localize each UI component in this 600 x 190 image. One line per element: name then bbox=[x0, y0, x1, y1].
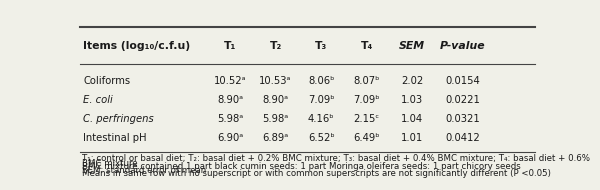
Text: Coliforms: Coliforms bbox=[83, 76, 130, 86]
Text: 2.15ᶜ: 2.15ᶜ bbox=[353, 114, 380, 124]
Text: Items (log₁₀/c.f.u): Items (log₁₀/c.f.u) bbox=[83, 41, 190, 51]
Text: 8.07ᵇ: 8.07ᵇ bbox=[353, 76, 380, 86]
Text: 7.09ᵇ: 7.09ᵇ bbox=[353, 95, 380, 105]
Text: 5.98ᵃ: 5.98ᵃ bbox=[217, 114, 243, 124]
Text: 0.0412: 0.0412 bbox=[445, 133, 480, 143]
Text: 8.90ᵃ: 8.90ᵃ bbox=[217, 95, 243, 105]
Text: BMC mixture: BMC mixture bbox=[82, 159, 137, 168]
Text: 1.01: 1.01 bbox=[401, 133, 424, 143]
Text: P-value: P-value bbox=[440, 41, 485, 51]
Text: 8.06ᵇ: 8.06ᵇ bbox=[308, 76, 334, 86]
Text: 1.04: 1.04 bbox=[401, 114, 424, 124]
Text: SEM: standard error of mean: SEM: standard error of mean bbox=[82, 166, 206, 175]
Text: T₁: control or basal diet; T₂: basal diet + 0.2% BMC mixture; T₃: basal diet + 0: T₁: control or basal diet; T₂: basal die… bbox=[82, 154, 590, 163]
Text: 8.90ᵃ: 8.90ᵃ bbox=[263, 95, 289, 105]
Text: 10.53ᵃ: 10.53ᵃ bbox=[259, 76, 292, 86]
Text: 10.52ᵃ: 10.52ᵃ bbox=[214, 76, 247, 86]
Text: C. perfringens: C. perfringens bbox=[83, 114, 154, 124]
Text: 0.0154: 0.0154 bbox=[445, 76, 480, 86]
Text: 6.90ᵃ: 6.90ᵃ bbox=[217, 133, 243, 143]
Text: 2.02: 2.02 bbox=[401, 76, 424, 86]
Text: E. coli: E. coli bbox=[83, 95, 113, 105]
Text: T₄: T₄ bbox=[361, 41, 373, 51]
Text: 5.98ᵃ: 5.98ᵃ bbox=[262, 114, 289, 124]
Text: 6.89ᵃ: 6.89ᵃ bbox=[262, 133, 289, 143]
Text: 0.0221: 0.0221 bbox=[445, 95, 480, 105]
Text: Intestinal pH: Intestinal pH bbox=[83, 133, 147, 143]
Text: BMC mixture contained 1 part black cumin seeds: 1 part Moringa oleifera seeds: 1: BMC mixture contained 1 part black cumin… bbox=[82, 162, 521, 171]
Text: 0.0321: 0.0321 bbox=[445, 114, 480, 124]
Text: T₁: T₁ bbox=[224, 41, 236, 51]
Text: 7.09ᵇ: 7.09ᵇ bbox=[308, 95, 334, 105]
Text: T₂: T₂ bbox=[269, 41, 282, 51]
Text: 6.49ᵇ: 6.49ᵇ bbox=[353, 133, 380, 143]
Text: 4.16ᵇ: 4.16ᵇ bbox=[308, 114, 334, 124]
Text: 6.52ᵇ: 6.52ᵇ bbox=[308, 133, 335, 143]
Text: SEM: SEM bbox=[399, 41, 425, 51]
Text: T₃: T₃ bbox=[315, 41, 327, 51]
Text: Means in same row with no superscript or with common superscripts are not signif: Means in same row with no superscript or… bbox=[82, 169, 551, 178]
Text: 1.03: 1.03 bbox=[401, 95, 424, 105]
